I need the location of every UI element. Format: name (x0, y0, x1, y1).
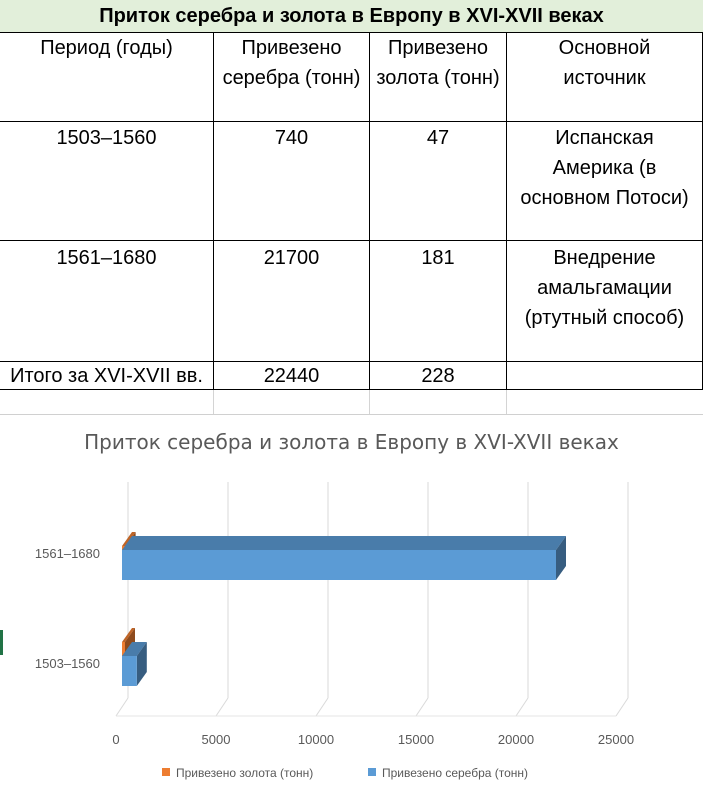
header-period-text: Период (годы) (40, 37, 173, 59)
row1-gold[interactable]: 47 (426, 127, 450, 149)
row1-period[interactable]: 1503–1560 (56, 127, 157, 149)
x-tick-label: 15000 (398, 732, 434, 747)
header-period[interactable]: Период (годы) (0, 33, 213, 63)
row2-silver[interactable]: 21700 (263, 247, 320, 269)
x-tick-label: 0 (112, 732, 119, 747)
bar-silver-1[interactable] (122, 536, 566, 580)
column-divider (213, 33, 214, 389)
row1-source-line2: Америка (в (552, 157, 657, 179)
row1-source[interactable]: Испанская Америка (в основном Потоси) (507, 123, 702, 213)
grid-line (369, 390, 370, 414)
bar-chart[interactable]: 0 5000 10000 15000 20000 25000 1503–1560 1561–1… (0, 414, 703, 801)
grid-line-floor (515, 697, 529, 717)
row2-source[interactable]: Внедрение амальгамации (ртутный способ) (507, 243, 702, 333)
header-source-line2: источник (563, 67, 646, 89)
x-tick-label: 25000 (598, 732, 634, 747)
header-silver-line2: серебра (тонн) (222, 67, 361, 89)
x-tick-label: 5000 (202, 732, 231, 747)
bar-silver-0[interactable] (122, 642, 147, 686)
header-gold-line1: Привезено (388, 37, 488, 59)
header-silver-line1: Привезено (241, 37, 342, 59)
row-divider (0, 389, 703, 390)
spreadsheet-table: Приток серебра и золота в Европу в XVI-X… (0, 0, 703, 414)
chart-title[interactable]: Приток серебра и золота в Европу в XVI-X… (84, 430, 619, 454)
header-gold-line2: золота (тонн) (376, 67, 500, 89)
total-silver[interactable]: 22440 (263, 365, 320, 387)
row1-source-line1: Испанская (555, 127, 654, 149)
chart-area[interactable] (0, 414, 703, 801)
grid-line-floor (615, 697, 629, 717)
grid-line-floor (315, 697, 329, 717)
category-label: 1561–1680 (35, 546, 100, 561)
grid-line-floor (115, 697, 129, 717)
column-divider (506, 33, 507, 389)
header-silver[interactable]: Привезено серебра (тонн) (214, 33, 369, 93)
row2-period[interactable]: 1561–1680 (56, 247, 157, 269)
row2-source-line1: Внедрение (553, 247, 656, 269)
header-source-line1: Основной (558, 37, 651, 59)
row2-gold[interactable]: 181 (421, 247, 455, 269)
x-tick-label: 10000 (298, 732, 334, 747)
row-divider (0, 121, 703, 122)
grid-line-floor (215, 697, 229, 717)
total-gold[interactable]: 228 (421, 365, 455, 387)
legend-label: Привезено серебра (тонн) (382, 766, 528, 780)
x-tick-label: 20000 (498, 732, 534, 747)
row2-source-line2: амальгамации (537, 277, 672, 299)
legend-swatch (368, 768, 376, 776)
row1-silver[interactable]: 740 (274, 127, 309, 149)
row2-source-line3: (ртутный способ) (524, 307, 685, 329)
table-title[interactable]: Приток серебра и золота в Европу в XVI-X… (0, 0, 703, 33)
grid-line (506, 390, 507, 414)
selection-marker (0, 630, 3, 655)
column-divider (369, 33, 370, 389)
grid-line-floor (415, 697, 429, 717)
row-divider (0, 240, 703, 241)
header-source[interactable]: Основной источник (507, 33, 702, 93)
header-gold[interactable]: Привезено золота (тонн) (370, 33, 506, 93)
category-label: 1503–1560 (35, 656, 100, 671)
total-label[interactable]: Итого за XVI-XVII вв. (10, 365, 203, 387)
grid-line (213, 390, 214, 414)
legend-label: Привезено золота (тонн) (176, 766, 313, 780)
row1-source-line3: основном Потоси) (520, 187, 689, 209)
legend-swatch (162, 768, 170, 776)
row-divider (0, 361, 703, 362)
